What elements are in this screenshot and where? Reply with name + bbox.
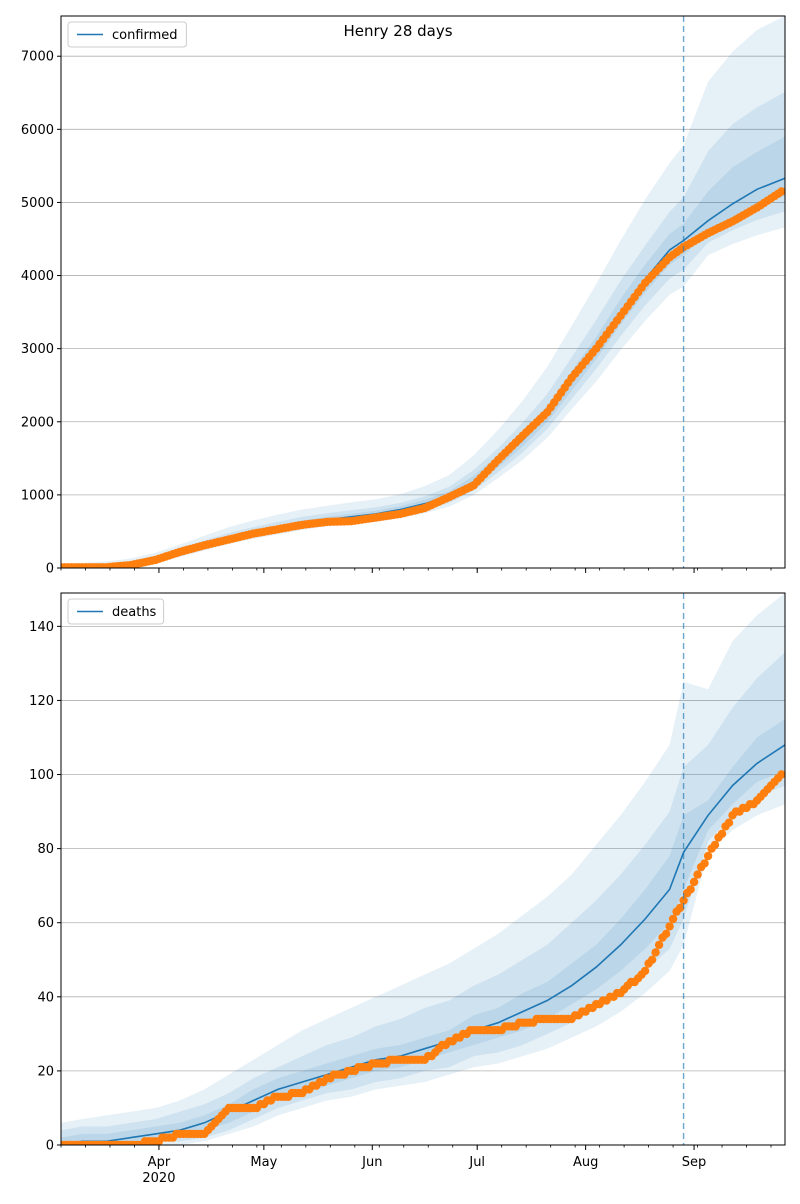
legend: deaths [67, 598, 165, 625]
y-tick-label: 40 [37, 990, 54, 1005]
x-tick-label: Sep [682, 1155, 707, 1170]
observed-point [689, 877, 699, 887]
observed-point [651, 948, 660, 957]
y-tick-label: 60 [37, 916, 54, 931]
figure-title: Henry 28 days [343, 22, 452, 40]
uncertainty-band-0 [61, 16, 785, 568]
y-tick-label: 3000 [21, 342, 54, 357]
observed-point [777, 770, 785, 779]
y-tick-label: 20 [37, 1064, 54, 1079]
x-year-label: 2020 [142, 1171, 175, 1186]
observed-point [693, 870, 702, 879]
axes-frame [60, 592, 786, 1146]
y-tick-label: 0 [46, 562, 54, 577]
legend-label: confirmed [112, 28, 178, 43]
y-tick-label: 2000 [21, 415, 54, 430]
y-tick-label: 80 [37, 842, 54, 857]
x-tick-label: Aug [573, 1155, 598, 1170]
x-tick-label: Apr [148, 1155, 171, 1170]
y-tick-label: 4000 [21, 269, 54, 284]
y-tick-label: 100 [29, 768, 54, 783]
y-tick-label: 120 [29, 694, 54, 709]
x-tick-label: Jun [361, 1155, 382, 1170]
observed-point [700, 859, 709, 868]
axes-frame [60, 15, 786, 569]
observed-point [724, 818, 734, 827]
y-tick-label: 6000 [21, 123, 54, 138]
deaths-panel: 0 20 40 60 80 100 120 140 Apr May Jun Jul Aug Sep 2020… [29, 592, 786, 1186]
observed-point [777, 187, 785, 196]
y-tick-label: 140 [29, 620, 54, 635]
observed-point [640, 966, 650, 976]
uncertainty-band-0 [61, 593, 785, 1145]
y-tick-label: 1000 [21, 488, 54, 503]
legend: confirmed [67, 21, 187, 48]
legend-label: deaths [112, 605, 157, 620]
plot-area [61, 593, 785, 1145]
y-tick-label: 5000 [21, 196, 54, 211]
observed-point [665, 922, 674, 931]
y-tick-label: 0 [46, 1139, 54, 1154]
observed-point [710, 840, 720, 850]
plot-area [61, 16, 785, 568]
observed-point [717, 829, 727, 838]
observed-point [661, 929, 671, 938]
x-tick-label: May [250, 1155, 277, 1170]
observed-point [675, 903, 685, 913]
observed-point [679, 896, 688, 905]
observed-point [668, 914, 678, 924]
observed-point [703, 851, 713, 861]
y-tick-label: 7000 [21, 50, 54, 65]
observed-point [647, 955, 657, 964]
observed-point [654, 940, 664, 950]
observed-point [686, 885, 695, 894]
uncertainty-band-1 [61, 652, 785, 1145]
x-tick-label: Jul [468, 1155, 485, 1170]
confirmed-panel: 0 1000 2000 3000 4000 5000 6000 7000 confirmed [21, 15, 786, 577]
